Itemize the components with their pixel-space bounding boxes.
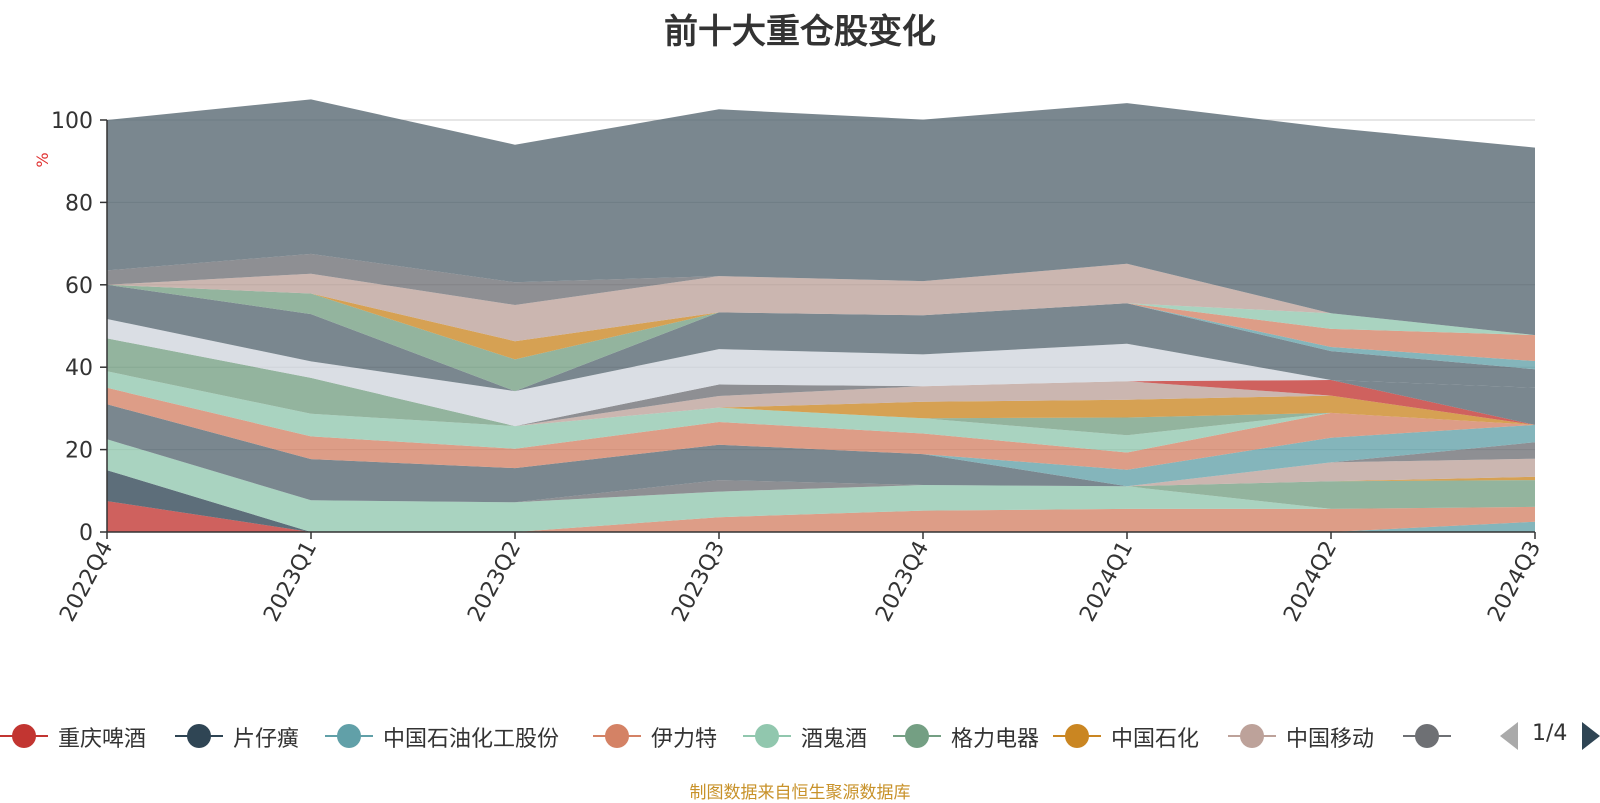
legend-circle-icon [337, 724, 361, 748]
y-tick-label: 80 [65, 191, 93, 216]
area-series-series-25 [107, 284, 1535, 392]
stacked-areas [107, 99, 1535, 532]
y-tick-label: 60 [65, 274, 93, 299]
legend-next-page-icon[interactable] [1582, 722, 1600, 750]
area-series-重庆啤酒 [107, 501, 1535, 532]
y-tick-label: 20 [65, 439, 93, 464]
chart-title: 前十大重仓股变化 [664, 12, 936, 52]
legend-circle-icon [12, 724, 36, 748]
area-series-series-21 [107, 284, 1535, 392]
x-tick-label: 2023Q3 [667, 537, 730, 626]
area-series-series-12 [107, 387, 1535, 470]
source-note: 制图数据来自恒生聚源数据库 [689, 783, 911, 803]
y-tick-label: 0 [79, 521, 93, 546]
area-series-series-27 [107, 263, 1535, 342]
x-tick-label: 2024Q2 [1279, 537, 1342, 626]
legend-circle-icon [755, 724, 779, 748]
area-series-series-13 [107, 371, 1535, 453]
area-series-series-29 [107, 99, 1535, 336]
area-series-格力电器 [107, 439, 1535, 509]
x-tick-label: 2022Q4 [55, 537, 118, 626]
area-series-series-20 [107, 319, 1535, 427]
legend-label: 重庆啤酒 [58, 727, 147, 752]
legend-label: 中国石油化工股份 [383, 727, 560, 752]
area-series-series-28 [107, 253, 1535, 336]
y-axis-unit: % [33, 152, 52, 167]
legend: 重庆啤酒 片仔癀 中国石油化工股份 伊力特 酒鬼酒 格力电器 中国石化 中国移动 [0, 716, 1600, 756]
area-series-series-11 [107, 404, 1535, 487]
y-tick-label: 100 [51, 109, 93, 134]
area-series-series-26 [107, 284, 1535, 360]
x-tick-label: 2023Q2 [463, 537, 526, 626]
area-series-伊力特 [107, 470, 1535, 532]
legend-prev-page-icon[interactable] [1500, 722, 1518, 750]
x-tick-label: 2024Q3 [1483, 537, 1546, 626]
legend-pager: 1/4 [1500, 716, 1600, 756]
x-tick-label: 2023Q4 [871, 537, 934, 626]
legend-label: 中国移动 [1286, 727, 1375, 752]
area-series-series-15 [107, 338, 1535, 427]
area-series-series-23 [107, 284, 1535, 392]
legend-circle-icon [1065, 724, 1089, 748]
legend-label: 格力电器 [951, 727, 1040, 752]
legend-circle-icon [187, 724, 211, 748]
legend-circle-icon [605, 724, 629, 748]
area-series-series-10 [107, 404, 1535, 503]
area-series-酒鬼酒 [107, 439, 1535, 532]
legend-circle-icon [1415, 724, 1439, 748]
legend-label: 酒鬼酒 [801, 727, 868, 752]
legend-circle-icon [905, 724, 929, 748]
legend-page-indicator: 1/4 [1532, 721, 1568, 746]
area-series-series-18 [107, 338, 1535, 427]
x-tick-label: 2024Q1 [1075, 537, 1138, 626]
legend-label: 片仔癀 [233, 727, 300, 752]
y-tick-label: 40 [65, 356, 93, 381]
legend-label: 中国石化 [1111, 727, 1200, 752]
legend-circle-icon [1240, 724, 1264, 748]
x-tick-label: 2023Q1 [259, 537, 322, 626]
legend-label: 伊力特 [651, 727, 718, 752]
